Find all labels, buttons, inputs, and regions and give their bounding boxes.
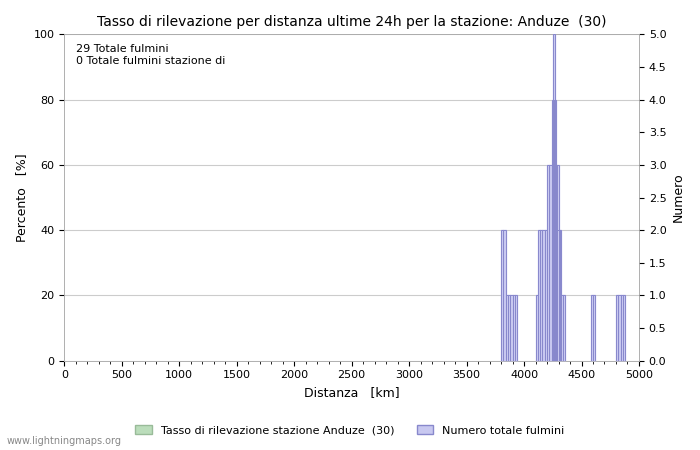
X-axis label: Distanza   [km]: Distanza [km] <box>304 386 400 399</box>
Y-axis label: Numero: Numero <box>672 173 685 222</box>
Legend: Tasso di rilevazione stazione Anduze  (30), Numero totale fulmini: Tasso di rilevazione stazione Anduze (30… <box>131 421 569 440</box>
Title: Tasso di rilevazione per distanza ultime 24h per la stazione: Anduze  (30): Tasso di rilevazione per distanza ultime… <box>97 15 606 29</box>
Y-axis label: Percento   [%]: Percento [%] <box>15 153 28 242</box>
Text: 29 Totale fulmini
0 Totale fulmini stazione di: 29 Totale fulmini 0 Totale fulmini stazi… <box>76 44 225 66</box>
Text: www.lightningmaps.org: www.lightningmaps.org <box>7 436 122 446</box>
